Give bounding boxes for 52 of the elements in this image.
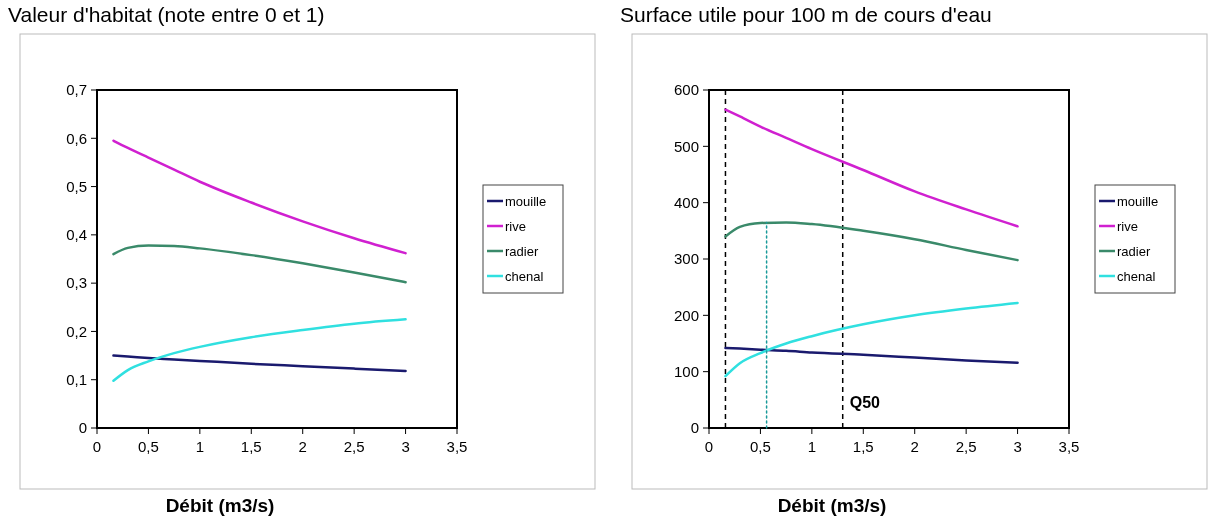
x-tick-label: 1 xyxy=(807,438,817,455)
chart-title: Valeur d'habitat (note entre 0 et 1) xyxy=(8,3,325,26)
x-tick-label: 2,5 xyxy=(955,438,977,455)
legend-label: radier xyxy=(505,243,539,259)
x-tick-label: 1 xyxy=(195,438,205,455)
line-series xyxy=(112,354,407,373)
legend-label: chenal xyxy=(505,268,544,284)
y-tick-label: 500 xyxy=(673,137,699,155)
ref-line-label: Q50 xyxy=(849,394,881,411)
legend-label: rive xyxy=(1117,218,1138,234)
chart-title: Surface utile pour 100 m de cours d'eau xyxy=(620,3,992,26)
y-tick-label: 100 xyxy=(673,362,699,380)
x-tick-label: 0,5 xyxy=(138,438,159,455)
y-tick-label: 0,5 xyxy=(66,177,87,195)
x-tick-label: 2 xyxy=(910,438,919,455)
legend-label: mouille xyxy=(1117,193,1159,209)
x-tick-label: 2 xyxy=(298,438,307,455)
line-series xyxy=(724,221,1019,262)
x-tick-label: 2,5 xyxy=(343,438,365,455)
y-tick-label: 0,2 xyxy=(66,322,87,340)
legend-label: chenal xyxy=(1117,268,1156,284)
x-tick-label: 0,5 xyxy=(750,438,771,455)
x-axis-title: Débit (m3/s) xyxy=(777,495,887,516)
line-series xyxy=(724,301,1019,378)
line-series xyxy=(724,108,1019,228)
y-tick-label: 0,1 xyxy=(66,370,87,388)
y-tick-label: 0 xyxy=(78,419,87,437)
y-tick-label: 0,4 xyxy=(66,226,87,244)
y-tick-label: 0,6 xyxy=(66,129,87,147)
legend-label: radier xyxy=(1117,243,1151,259)
y-tick-label: 200 xyxy=(673,306,699,324)
y-tick-label: 0,3 xyxy=(66,274,87,292)
x-tick-label: 3 xyxy=(401,438,410,455)
x-axis-title: Débit (m3/s) xyxy=(165,495,275,516)
y-tick-label: 400 xyxy=(673,193,699,211)
x-tick-label: 1,5 xyxy=(852,438,874,455)
legend-label: rive xyxy=(505,218,526,234)
x-tick-label: 0 xyxy=(704,438,714,455)
line-series xyxy=(112,244,407,284)
y-tick-label: 300 xyxy=(673,250,699,268)
x-tick-label: 0 xyxy=(92,438,102,455)
y-tick-label: 0 xyxy=(690,419,699,437)
x-tick-label: 3 xyxy=(1013,438,1022,455)
x-tick-label: 1,5 xyxy=(240,438,262,455)
y-tick-label: 600 xyxy=(673,81,699,99)
x-tick-label: 3,5 xyxy=(1058,438,1080,455)
line-series xyxy=(724,346,1019,364)
line-series xyxy=(112,318,407,382)
y-tick-label: 0,7 xyxy=(66,81,87,99)
legend-label: mouille xyxy=(505,193,547,209)
line-series xyxy=(112,139,407,255)
x-tick-label: 3,5 xyxy=(446,438,468,455)
